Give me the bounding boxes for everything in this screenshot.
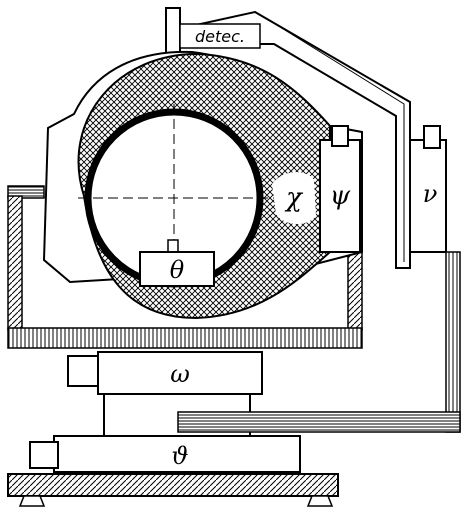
base-plate xyxy=(7,473,339,507)
psi-label: ψ xyxy=(330,181,351,211)
omega-label: ω xyxy=(170,360,190,388)
vartheta-label: ϑ xyxy=(171,442,188,470)
nu-label: ν xyxy=(423,180,438,208)
nu-motor: ν xyxy=(409,125,447,253)
theta-stage: θ xyxy=(139,239,215,287)
theta-label: θ xyxy=(170,256,185,284)
nu-link-bar xyxy=(177,411,461,433)
omega-stage: ω xyxy=(67,351,263,395)
chi-ring: χ xyxy=(42,50,363,320)
psi-motor: ψ xyxy=(319,125,361,253)
nu-column xyxy=(445,251,461,433)
chi-frame xyxy=(7,185,363,349)
chi-label: χ xyxy=(284,183,304,213)
detector-label: detec. xyxy=(195,27,245,46)
vartheta-stage: ϑ xyxy=(29,435,301,473)
